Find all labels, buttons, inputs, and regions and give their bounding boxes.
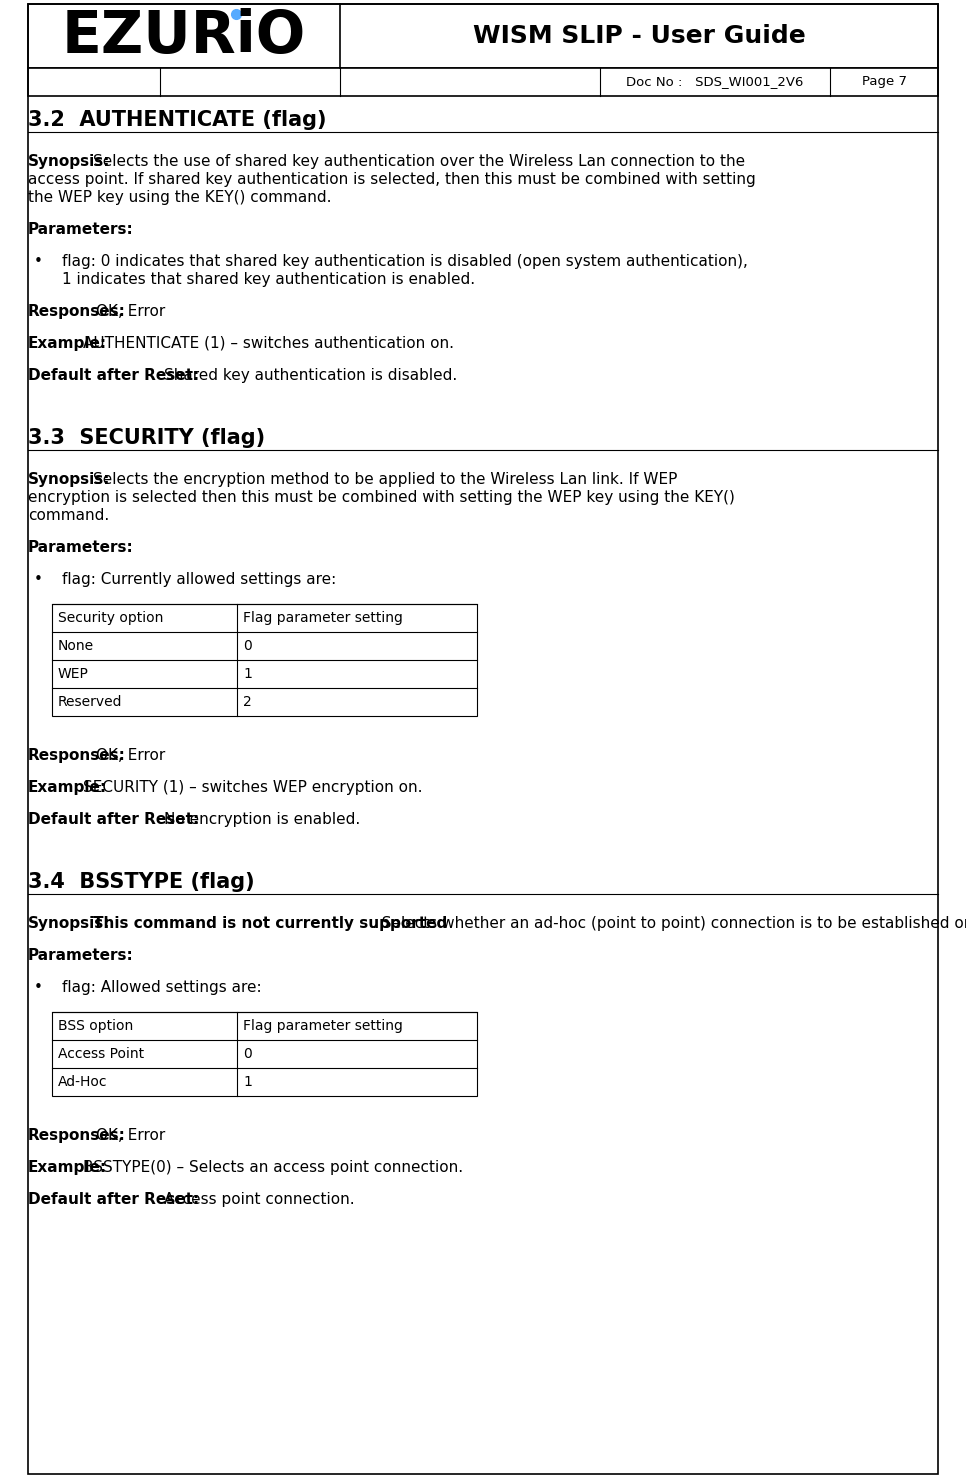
Text: Responses:: Responses: <box>28 748 126 763</box>
Text: Parameters:: Parameters: <box>28 948 133 963</box>
Text: Default after Reset:: Default after Reset: <box>28 812 199 827</box>
Text: Access point connection.: Access point connection. <box>164 1192 355 1206</box>
Text: WEP: WEP <box>58 666 89 681</box>
Text: 3.2  AUTHENTICATE (flag): 3.2 AUTHENTICATE (flag) <box>28 110 327 131</box>
Text: Default after Reset:: Default after Reset: <box>28 1192 199 1206</box>
Text: flag: 0 indicates that shared key authentication is disabled (open system authen: flag: 0 indicates that shared key authen… <box>62 254 748 269</box>
Text: AUTHENTICATE (1) – switches authentication on.: AUTHENTICATE (1) – switches authenticati… <box>82 335 454 352</box>
Text: command.: command. <box>28 508 109 522</box>
Text: flag: Allowed settings are:: flag: Allowed settings are: <box>62 979 262 994</box>
Text: Shared key authentication is disabled.: Shared key authentication is disabled. <box>164 368 458 383</box>
Text: Page 7: Page 7 <box>862 76 906 89</box>
Text: Example:: Example: <box>28 781 107 795</box>
Text: 3.3  SECURITY (flag): 3.3 SECURITY (flag) <box>28 427 265 448</box>
Text: Parameters:: Parameters: <box>28 540 133 555</box>
Text: •: • <box>34 571 43 588</box>
Text: 1: 1 <box>243 1074 252 1089</box>
Bar <box>52 1012 477 1097</box>
Text: 0: 0 <box>243 1048 252 1061</box>
Text: encryption is selected then this must be combined with setting the WEP key using: encryption is selected then this must be… <box>28 490 735 505</box>
Text: BSS option: BSS option <box>58 1020 133 1033</box>
Text: WISM SLIP - User Guide: WISM SLIP - User Guide <box>472 24 806 47</box>
Text: access point. If shared key authentication is selected, then this must be combin: access point. If shared key authenticati… <box>28 172 755 187</box>
Text: Flag parameter setting: Flag parameter setting <box>243 611 403 625</box>
Text: EZURiO: EZURiO <box>62 7 306 64</box>
Text: Selects the encryption method to be applied to the Wireless Lan link. If WEP: Selects the encryption method to be appl… <box>94 472 678 487</box>
Text: •: • <box>34 979 43 994</box>
Text: Ad-Hoc: Ad-Hoc <box>58 1074 107 1089</box>
Text: 0: 0 <box>243 640 252 653</box>
Text: Synopsis:: Synopsis: <box>28 154 110 169</box>
Text: This command is not currently supported: This command is not currently supported <box>94 916 447 930</box>
Text: Synopsis:: Synopsis: <box>28 916 110 930</box>
Text: OK, Error: OK, Error <box>97 748 165 763</box>
Text: Example:: Example: <box>28 1160 107 1175</box>
Text: Doc No :   SDS_WI001_2V6: Doc No : SDS_WI001_2V6 <box>626 76 804 89</box>
Text: 1: 1 <box>243 666 252 681</box>
Bar <box>52 604 477 715</box>
Text: No encryption is enabled.: No encryption is enabled. <box>164 812 360 827</box>
Text: Synopsis:: Synopsis: <box>28 472 110 487</box>
Bar <box>28 68 938 96</box>
Bar <box>28 4 938 68</box>
Text: Selects the use of shared key authentication over the Wireless Lan connection to: Selects the use of shared key authentica… <box>94 154 746 169</box>
Text: Security option: Security option <box>58 611 163 625</box>
Text: OK, Error: OK, Error <box>97 304 165 319</box>
Text: 3.4  BSSTYPE (flag): 3.4 BSSTYPE (flag) <box>28 873 255 892</box>
Text: flag: Currently allowed settings are:: flag: Currently allowed settings are: <box>62 571 336 588</box>
Text: Default after Reset:: Default after Reset: <box>28 368 199 383</box>
Text: Flag parameter setting: Flag parameter setting <box>243 1020 403 1033</box>
Text: Responses:: Responses: <box>28 1128 126 1143</box>
Text: 1 indicates that shared key authentication is enabled.: 1 indicates that shared key authenticati… <box>62 272 475 286</box>
Text: SECURITY (1) – switches WEP encryption on.: SECURITY (1) – switches WEP encryption o… <box>82 781 422 795</box>
Text: . Selects whether an ad-hoc (point to point) connection is to be established or : . Selects whether an ad-hoc (point to po… <box>372 916 966 930</box>
Text: •: • <box>34 254 43 269</box>
Text: 2: 2 <box>243 695 252 709</box>
Text: Access Point: Access Point <box>58 1048 144 1061</box>
Text: None: None <box>58 640 94 653</box>
Text: Reserved: Reserved <box>58 695 123 709</box>
Text: BSSTYPE(0) – Selects an access point connection.: BSSTYPE(0) – Selects an access point con… <box>82 1160 463 1175</box>
Text: Responses:: Responses: <box>28 304 126 319</box>
Text: Parameters:: Parameters: <box>28 223 133 237</box>
Text: the WEP key using the KEY() command.: the WEP key using the KEY() command. <box>28 190 331 205</box>
Text: OK, Error: OK, Error <box>97 1128 165 1143</box>
Text: Example:: Example: <box>28 335 107 352</box>
